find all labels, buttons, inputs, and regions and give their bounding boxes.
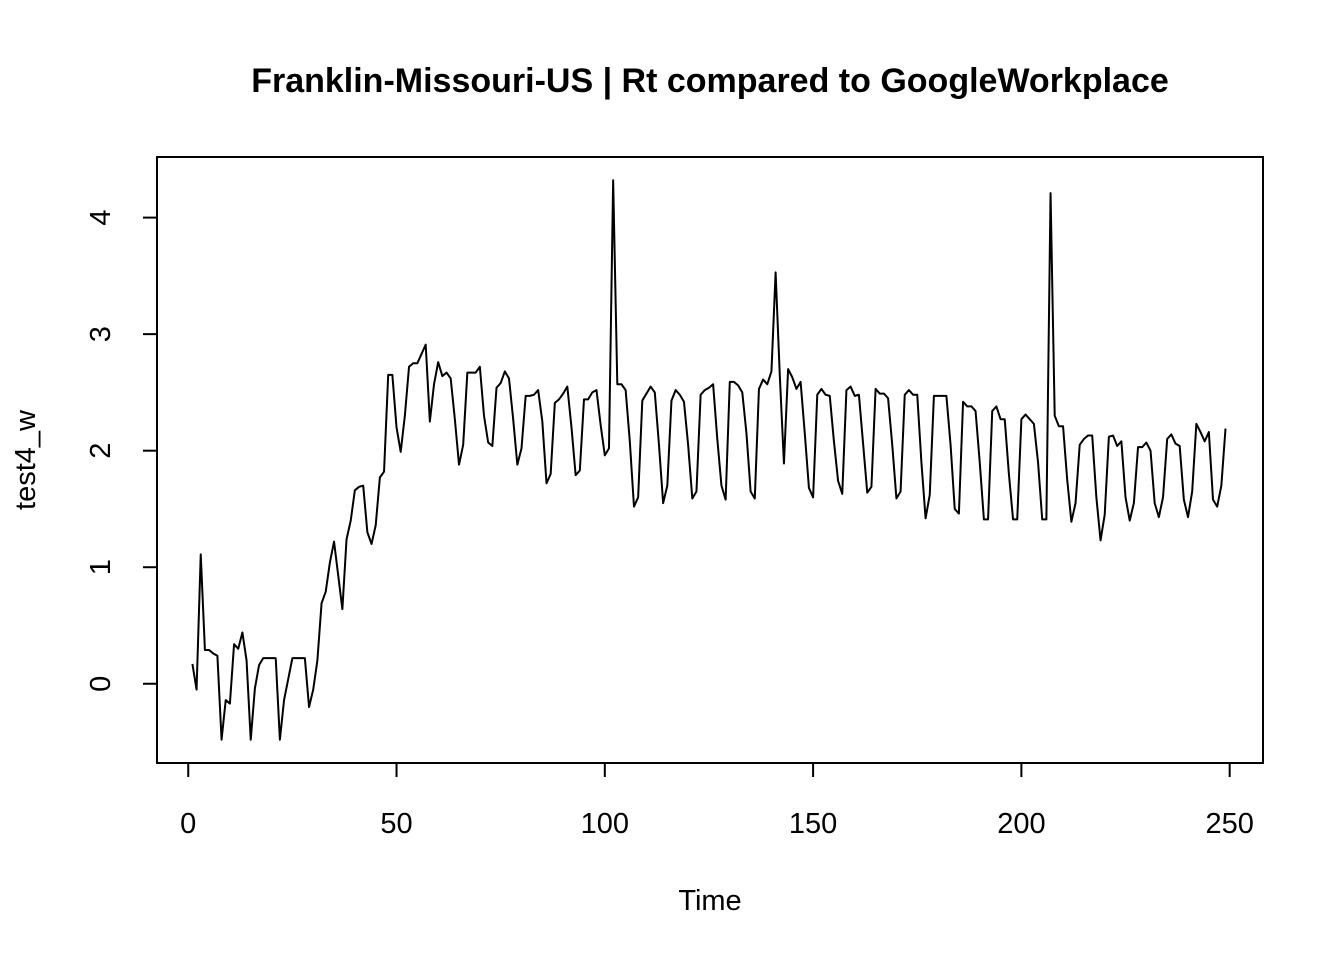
- x-axis: 0 50 100 150 200 250: [180, 762, 1254, 840]
- x-axis-label: Time: [678, 885, 741, 917]
- y-axis: 0 1 2 3 4: [85, 210, 158, 692]
- plot-frame: [156, 156, 1264, 764]
- y-tick-label: 3: [85, 326, 117, 342]
- y-tick-label: 2: [85, 443, 117, 459]
- x-tick-label: 150: [789, 808, 837, 840]
- x-tick-label: 50: [380, 808, 412, 840]
- x-tick-label: 0: [180, 808, 196, 840]
- x-tick-label: 100: [581, 808, 629, 840]
- y-tick-label: 1: [85, 559, 117, 575]
- y-tick-label: 4: [85, 210, 117, 226]
- chart-title: Franklin-Missouri-US | Rt compared to Go…: [251, 62, 1169, 100]
- x-tick-label: 250: [1205, 808, 1253, 840]
- y-axis-label: test4_w: [10, 409, 42, 510]
- y-tick-label: 0: [85, 676, 117, 692]
- series-line: [191, 179, 1227, 741]
- x-tick-label: 200: [997, 808, 1045, 840]
